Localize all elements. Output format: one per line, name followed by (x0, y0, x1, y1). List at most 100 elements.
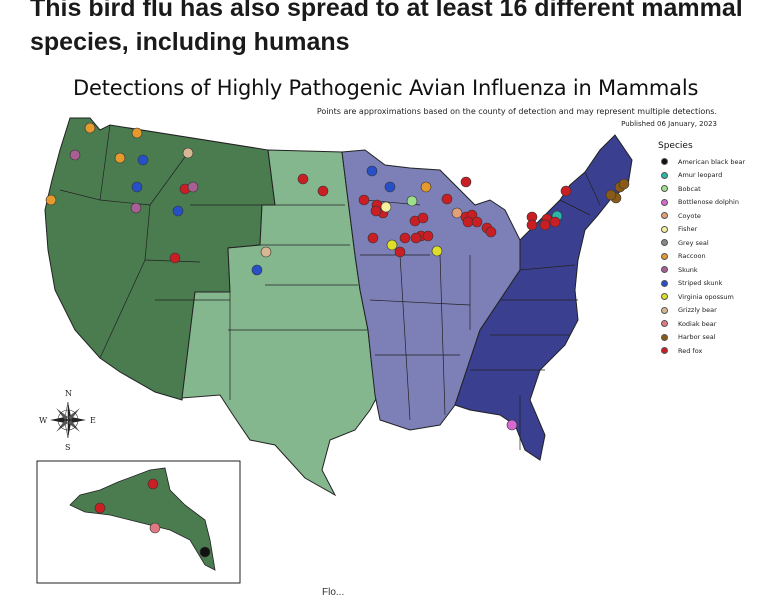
detection-point (406, 195, 418, 207)
legend-label: Bobcat (678, 184, 701, 193)
map-title: Detections of Highly Pathogenic Avian In… (73, 76, 699, 100)
alaska-inset (36, 460, 241, 584)
legend-swatch (661, 306, 668, 314)
detection-point (422, 230, 434, 242)
detection-point (131, 181, 143, 193)
legend-label: Virginia opossum (678, 292, 734, 301)
detection-point (420, 181, 432, 193)
legend-item: Virginia opossum (658, 290, 758, 304)
legend-item: Skunk (658, 263, 758, 277)
detection-point (69, 149, 81, 161)
detection-point (394, 246, 406, 258)
compass-e: E (90, 416, 96, 425)
detection-point (380, 201, 392, 213)
legend-label: Grizzly bear (678, 306, 717, 315)
legend-item: Grey seal (658, 236, 758, 250)
legend-item: Grizzly bear (658, 304, 758, 318)
legend-swatch (661, 198, 668, 206)
detection-point (317, 185, 329, 197)
compass-s: S (65, 443, 70, 452)
legend-swatch (661, 158, 668, 166)
legend-swatch (661, 239, 668, 247)
detection-point (605, 189, 617, 201)
detection-point (251, 264, 263, 276)
map-subtitle: Points are approximations based on the c… (316, 107, 717, 116)
species-legend: Species American black bear Amur leopard B… (658, 141, 758, 358)
state-borders (59, 124, 601, 450)
map-published-date: Published 06 January, 2023 (621, 120, 717, 128)
detection-point (618, 178, 630, 190)
detection-point (526, 219, 538, 231)
detection-point (370, 205, 382, 217)
detection-point (485, 226, 497, 238)
detection-point (462, 216, 474, 228)
alaska-shape (69, 467, 216, 571)
legend-item: Harbor seal (658, 331, 758, 345)
legend-item: Red fox (658, 344, 758, 358)
legend-label: Coyote (678, 211, 701, 220)
legend-item: Striped skunk (658, 277, 758, 291)
detection-point (417, 212, 429, 224)
legend-item: Amur leopard (658, 169, 758, 183)
legend-label: Red fox (678, 346, 703, 355)
legend-item: Raccoon (658, 250, 758, 264)
detection-point (137, 154, 149, 166)
detection-points (45, 122, 630, 558)
legend-swatch (661, 320, 668, 328)
detection-point (451, 207, 463, 219)
detection-point (386, 239, 398, 251)
legend-label: Raccoon (678, 252, 706, 261)
detection-point (84, 122, 96, 134)
legend-swatch (661, 347, 668, 355)
detection-point (367, 232, 379, 244)
compass-w: W (39, 416, 48, 425)
legend-label: Fisher (678, 225, 698, 234)
legend-item: Coyote (658, 209, 758, 223)
compass-rose: N S W E (39, 389, 96, 452)
detection-point (187, 181, 199, 193)
legend-swatch (661, 293, 668, 301)
region-east (454, 134, 633, 461)
legend-swatch (661, 279, 668, 287)
legend-label: Striped skunk (678, 279, 723, 288)
legend-label: Skunk (678, 265, 698, 274)
legend-swatch (661, 225, 668, 233)
detection-point (297, 173, 309, 185)
detection-point (130, 202, 142, 214)
detection-point (94, 502, 106, 514)
detection-point (560, 185, 572, 197)
detection-point (410, 232, 422, 244)
detection-point (149, 522, 161, 534)
compass-n: N (65, 389, 72, 398)
detection-point (549, 216, 561, 228)
legend-item: Bottlenose dolphin (658, 196, 758, 210)
article-headline: This bird flu has also spread to at leas… (30, 0, 743, 56)
detection-point (147, 478, 159, 490)
legend-swatch (661, 171, 668, 179)
detection-point (358, 194, 370, 206)
detection-point (199, 546, 211, 558)
detection-point (172, 205, 184, 217)
legend-label: Amur leopard (678, 171, 723, 180)
legend-item: American black bear (658, 155, 758, 169)
detection-point (45, 194, 57, 206)
legend-label: American black bear (678, 157, 746, 166)
figure-caption: Flo... (322, 587, 345, 598)
legend-label: Kodiak bear (678, 319, 717, 328)
legend-label: Harbor seal (678, 333, 716, 342)
legend-label: Grey seal (678, 238, 709, 247)
detection-point (399, 232, 411, 244)
legend-item: Fisher (658, 223, 758, 237)
legend-item: Bobcat (658, 182, 758, 196)
legend-swatch (661, 266, 668, 274)
detection-point (260, 246, 272, 258)
detection-point (539, 219, 551, 231)
legend-label: Bottlenose dolphin (678, 198, 739, 207)
detection-point (431, 245, 443, 257)
legend-swatch (661, 333, 668, 341)
detection-point (114, 152, 126, 164)
detection-point (384, 181, 396, 193)
detection-point (131, 127, 143, 139)
legend-swatch (661, 252, 668, 260)
